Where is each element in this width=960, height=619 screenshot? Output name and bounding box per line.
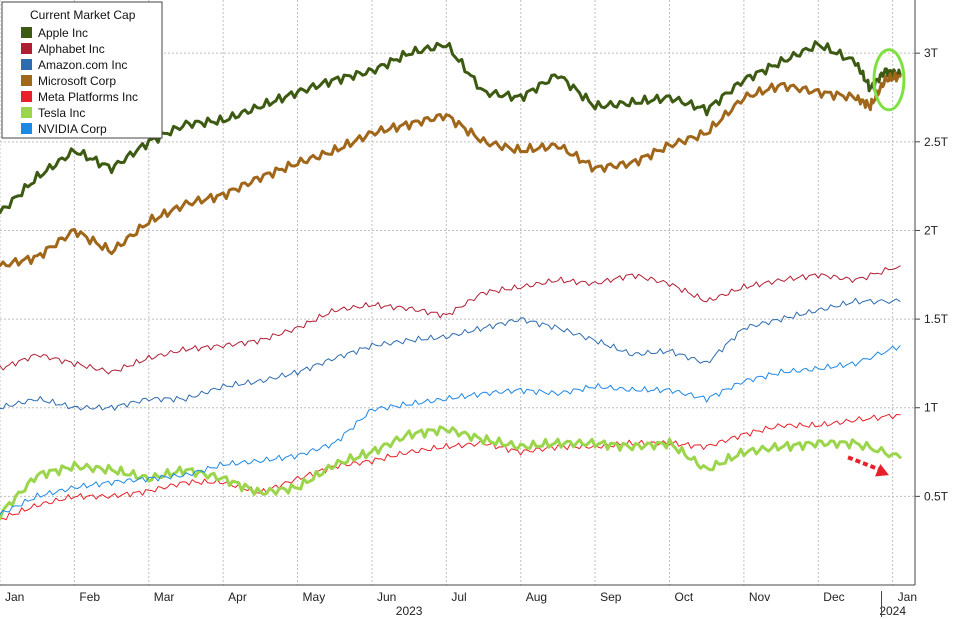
legend-swatch [21, 107, 32, 118]
year-label: 2024 [879, 604, 906, 618]
legend-label: Meta Platforms Inc [38, 90, 138, 104]
series-line-alphabet-inc [0, 265, 901, 375]
legend-swatch [21, 27, 32, 38]
x-tick-label: Oct [675, 590, 694, 604]
down-arrow-shaft [847, 455, 882, 472]
series-line-microsoft-corp [0, 71, 902, 268]
legend-swatch [21, 123, 32, 134]
x-tick-label: May [303, 590, 326, 604]
x-tick-label: Aug [526, 590, 547, 604]
y-tick-label: 2T [924, 223, 939, 237]
legend-label: Alphabet Inc [38, 42, 105, 56]
highlight-ellipse [872, 48, 906, 112]
legend-label: Apple Inc [38, 26, 88, 40]
legend-swatch [21, 75, 32, 86]
legend-swatch [21, 43, 32, 54]
x-tick-label: Apr [228, 590, 247, 604]
x-tick-label: Feb [79, 590, 100, 604]
x-tick-label: Jul [451, 590, 466, 604]
legend-label: Amazon.com Inc [38, 58, 127, 72]
x-tick-label: Jun [377, 590, 396, 604]
series-line-amazon-com-inc [0, 297, 901, 411]
year-label: 2023 [396, 604, 423, 618]
series-lines [0, 40, 902, 521]
x-tick-label: Jan [898, 590, 917, 604]
annotations [847, 48, 906, 477]
x-tick-label: Nov [749, 590, 770, 604]
legend-title: Current Market Cap [30, 8, 136, 22]
y-tick-label: 1.5T [924, 312, 949, 326]
y-tick-label: 2.5T [924, 135, 949, 149]
x-tick-label: Mar [154, 590, 175, 604]
y-tick-label: 0.5T [924, 489, 949, 503]
legend-label: NVIDIA Corp [38, 122, 107, 136]
series-line-meta-platforms-inc [0, 413, 901, 521]
series-line-tesla-inc [0, 425, 902, 521]
legend-swatch [21, 91, 32, 102]
y-tick-label: 3T [924, 46, 939, 60]
y-tick-label: 1T [924, 401, 939, 415]
down-arrow-head [875, 464, 889, 477]
x-tick-label: Dec [823, 590, 844, 604]
series-line-nvidia-corp [0, 345, 901, 515]
legend-label: Tesla Inc [38, 106, 85, 120]
x-tick-label: Jan [5, 590, 24, 604]
legend: Current Market Cap Apple Inc Alphabet Inc A… [1, 1, 163, 139]
x-tick-label: Sep [600, 590, 622, 604]
legend-swatch [21, 59, 32, 70]
legend-label: Microsoft Corp [38, 74, 116, 88]
